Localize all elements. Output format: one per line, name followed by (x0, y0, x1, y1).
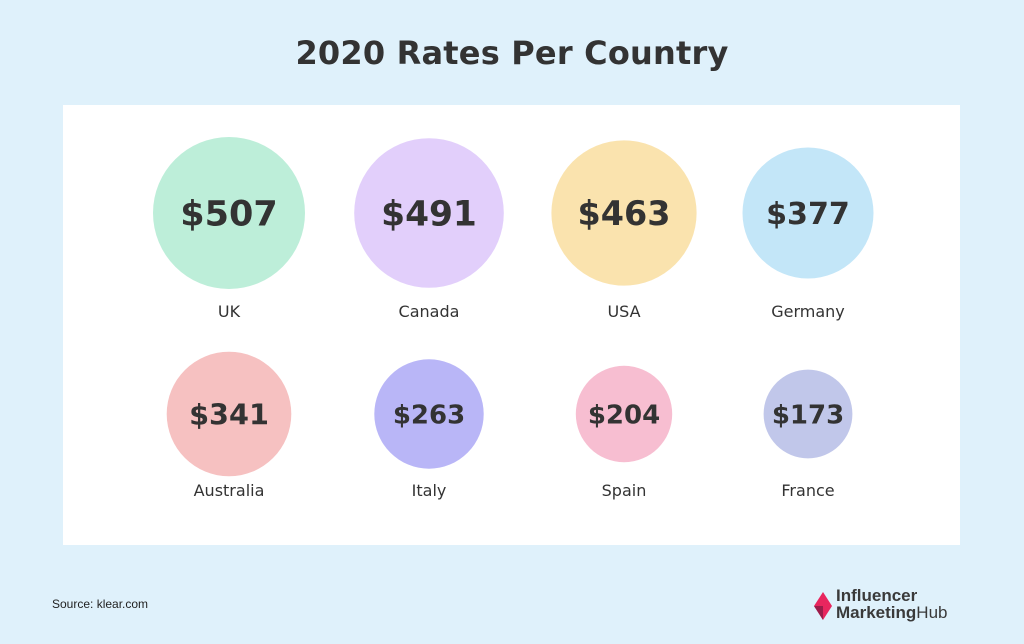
category-label-canada: Canada (399, 302, 460, 321)
bubble-usa (551, 140, 697, 286)
bubble-uk (153, 137, 305, 289)
category-label-australia: Australia (194, 481, 265, 500)
category-label-spain: Spain (602, 481, 647, 500)
value-label-france: $173 (772, 400, 844, 430)
category-label-uk: UK (218, 302, 241, 321)
value-label-usa: $463 (578, 194, 671, 233)
logo-line1: Influencer (836, 586, 918, 605)
logo-mark-icon (814, 592, 832, 620)
category-label-germany: Germany (771, 302, 845, 321)
influencer-marketing-hub-logo: Influencer MarketingHub (812, 586, 982, 626)
value-label-spain: $204 (588, 400, 660, 430)
bubble-australia (166, 351, 292, 477)
bubble-spain (575, 365, 673, 463)
bubble-france (763, 369, 853, 459)
category-label-france: France (781, 481, 834, 500)
category-label-italy: Italy (412, 481, 447, 500)
value-label-canada: $491 (381, 194, 477, 234)
bubble-germany (742, 147, 874, 279)
category-label-usa: USA (607, 302, 640, 321)
logo-line2-bold: Marketing (836, 603, 917, 622)
value-label-italy: $263 (393, 400, 465, 430)
logo-line2: MarketingHub (836, 603, 947, 623)
chart-panel: $507 UK $491 Canada $463 USA $377 Germany $341 Au… (63, 105, 960, 545)
bubble-italy (374, 359, 484, 469)
bubble-chart: $507 UK $491 Canada $463 USA $377 Germany $341 Au… (153, 137, 874, 500)
value-label-germany: $377 (766, 197, 850, 232)
value-label-uk: $507 (180, 195, 277, 235)
logo-line2-rest: Hub (916, 603, 948, 622)
bubble-canada (354, 138, 504, 288)
source-note: Source: klear.com (52, 597, 149, 611)
chart-title: 2020 Rates Per Country (295, 34, 729, 72)
value-label-australia: $341 (189, 397, 269, 431)
